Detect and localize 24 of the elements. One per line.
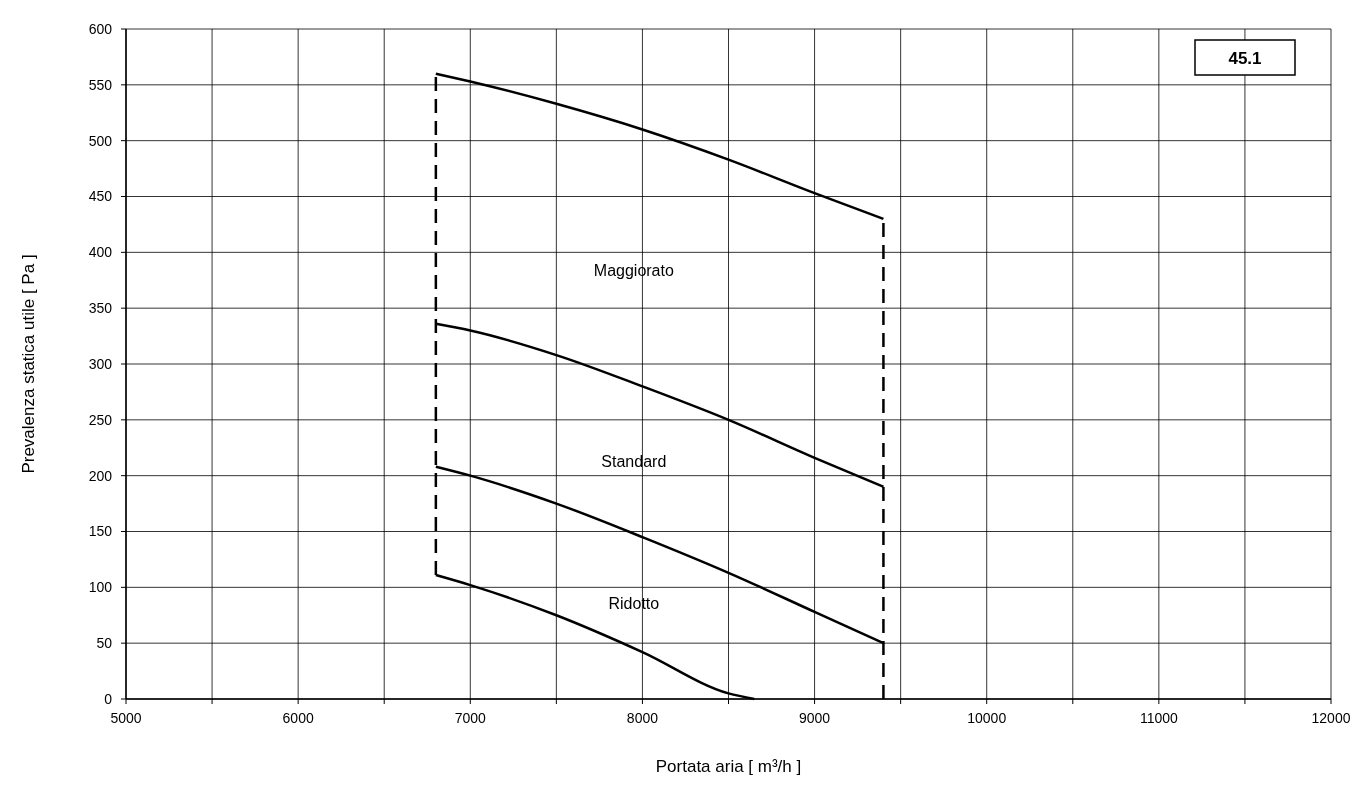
y-tick-label: 500 — [88, 132, 113, 149]
y-tick-label: 600 — [88, 20, 113, 37]
y-tick-label: 150 — [88, 523, 113, 540]
x-tick-label: 8000 — [626, 710, 659, 726]
y-tick-label: 50 — [96, 635, 113, 652]
x-tick-label: 11000 — [1139, 710, 1179, 726]
x-tick-label: 9000 — [798, 710, 831, 726]
x-tick-label: 7000 — [454, 710, 487, 726]
y-tick-label: 350 — [88, 300, 113, 317]
y-tick-label: 400 — [88, 244, 113, 261]
x-tick-label: 5000 — [110, 710, 142, 726]
x-axis-title: Portata aria [ m³/h ] — [655, 757, 802, 776]
y-tick-label: 200 — [88, 467, 113, 484]
y-tick-label: 300 — [88, 355, 113, 372]
y-tick-label: 0 — [104, 690, 113, 707]
x-tick-label: 6000 — [282, 710, 314, 726]
y-tick-label: 550 — [88, 76, 113, 93]
x-tick-label: 10000 — [967, 710, 1007, 726]
x-tick-label: 12000 — [1311, 710, 1351, 726]
y-axis-title: Prevalenza statica utile [ Pa ] — [19, 254, 38, 474]
y-tick-label: 450 — [88, 188, 113, 205]
annotation: 45.1 — [1228, 48, 1262, 68]
y-tick-label: 100 — [88, 579, 113, 596]
y-tick-label: 250 — [88, 411, 113, 428]
